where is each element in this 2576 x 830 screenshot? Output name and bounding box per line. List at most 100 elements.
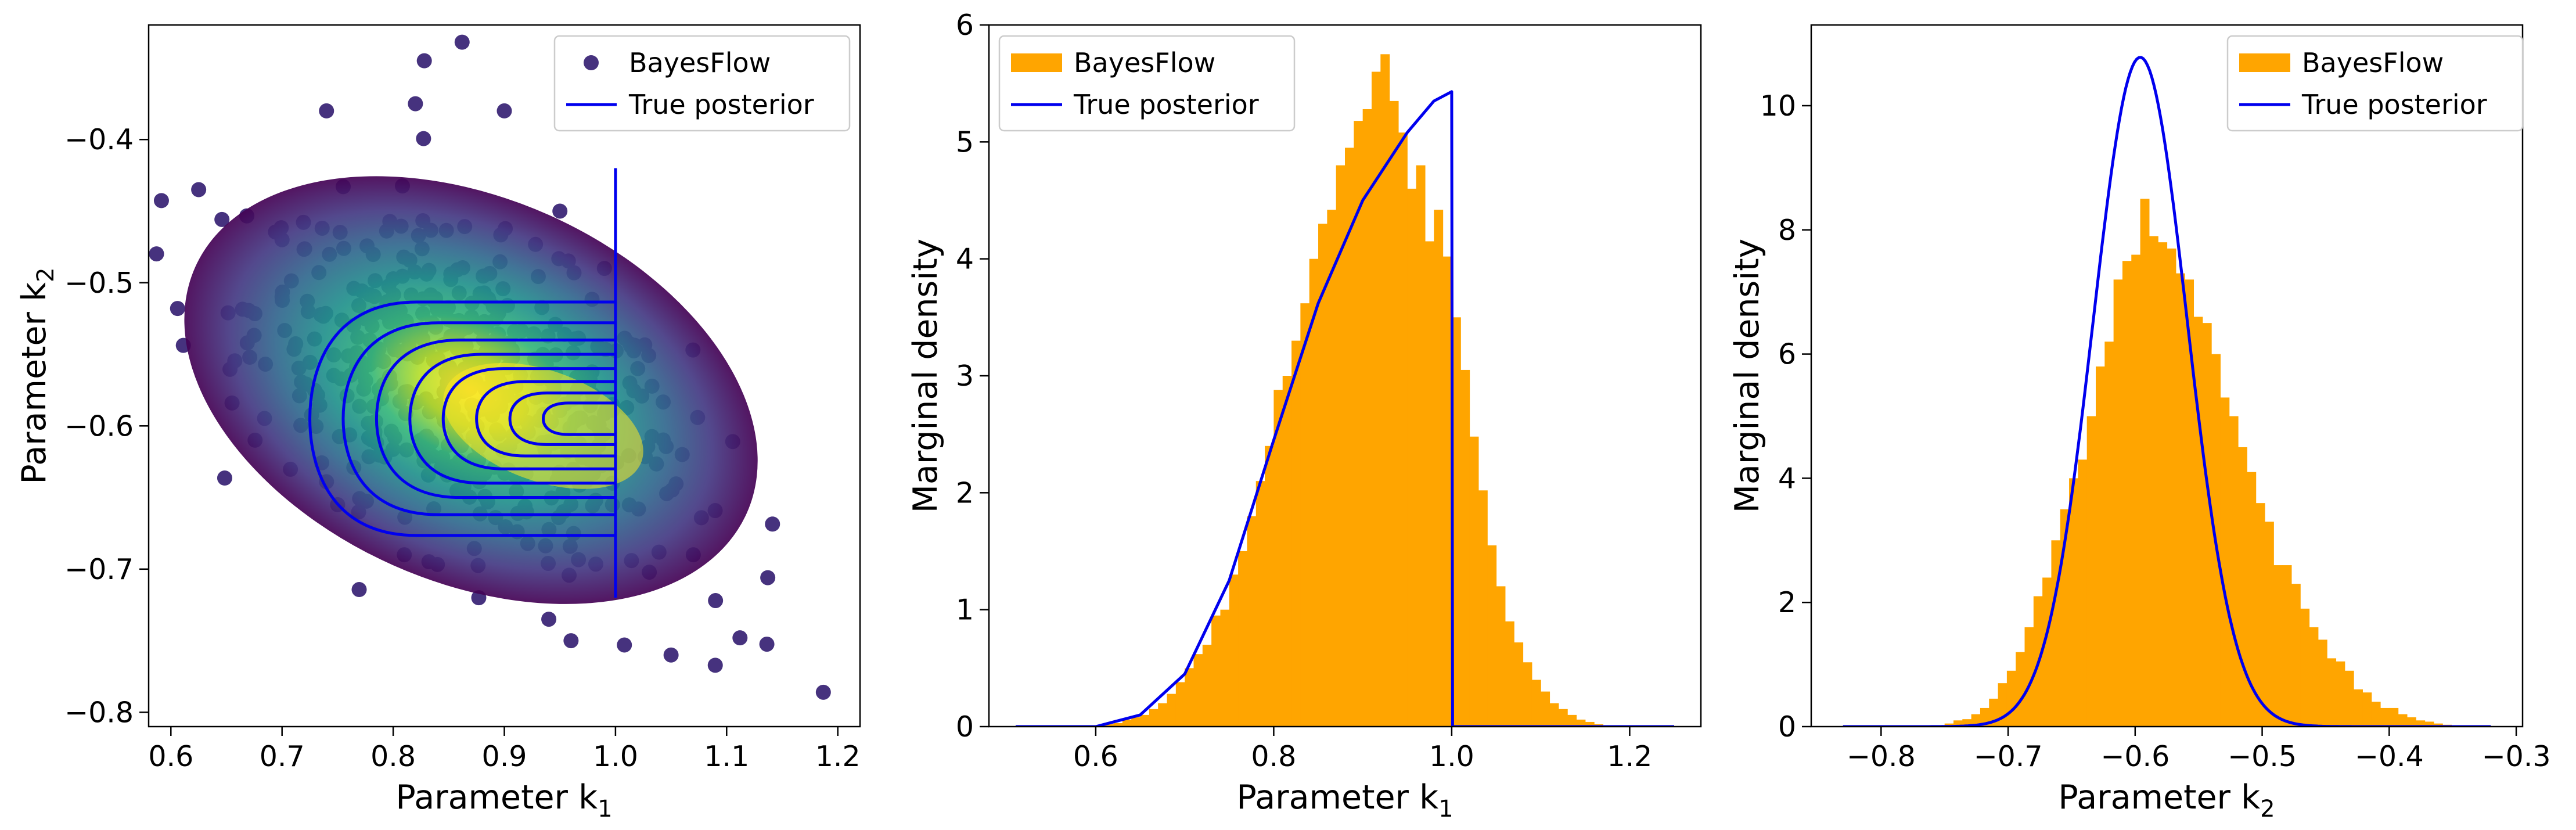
histogram-bar [1576, 719, 1586, 727]
histogram-bar [1549, 703, 1559, 727]
y-tick-label: 0 [956, 710, 974, 743]
histogram-bar [1255, 481, 1265, 727]
histogram-bar [2282, 565, 2292, 727]
scatter-point [732, 630, 748, 646]
legend-marker-bayesflow [584, 55, 599, 70]
legend-box [553, 35, 851, 132]
histogram-bar [2086, 416, 2096, 727]
histogram-bar [1478, 490, 1488, 727]
x-tick-label: 1.0 [593, 740, 638, 773]
scatter-point [563, 633, 579, 649]
y-tick-label: −0.7 [64, 553, 134, 586]
x-axis-label: Parameter k1 [395, 778, 612, 822]
histogram-bar [1291, 340, 1301, 727]
scatter-point [815, 684, 831, 700]
y-ticks: 0 1 2 3 4 5 6 [956, 9, 989, 743]
x-tick-label: 0.6 [148, 740, 193, 773]
histogram-bar [1469, 436, 1479, 727]
histogram-bar [1300, 303, 1310, 727]
true-posterior-contour [375, 338, 616, 500]
true-posterior-contour [475, 380, 616, 458]
histogram-bar [2318, 639, 2327, 727]
histogram-bar [2113, 279, 2123, 727]
y-tick-label: 4 [956, 243, 974, 276]
histogram-bar [2131, 254, 2141, 727]
y-tick-label: 5 [956, 125, 974, 159]
x-tick-label: 1.2 [815, 740, 861, 773]
true-posterior-contour [408, 353, 616, 485]
histogram-bar [1104, 724, 1114, 727]
y-tick-label: 3 [956, 360, 974, 393]
histogram-bar [1193, 654, 1203, 727]
scatter-point [497, 103, 512, 118]
x-tick-label: 0.6 [1073, 740, 1118, 773]
x-axis-label: Parameter k2 [2058, 778, 2275, 822]
histogram-bar [2122, 261, 2132, 727]
histogram-bar [1531, 680, 1541, 727]
scatter-point [617, 637, 632, 653]
histogram-bar [1487, 545, 1497, 727]
x-tick-label: −0.7 [1974, 740, 2043, 773]
histogram-bar [2406, 717, 2416, 727]
x-ticks: 0.6 0.7 0.8 0.9 1.0 1.1 1.2 [148, 727, 861, 773]
y-axis-label: Marginal density [906, 239, 945, 513]
y-tick-label: 2 [956, 476, 974, 509]
legend-label-bayesflow: BayesFlow [1074, 47, 1215, 78]
histogram-bar [2398, 714, 2408, 727]
scatter-point [85, 157, 100, 172]
x-ticks: −0.8 −0.7 −0.6 −0.5 −0.4 −0.3 [1847, 727, 2551, 773]
histogram-bar [1514, 642, 1524, 727]
x-tick-label: −0.3 [2482, 740, 2551, 773]
true-posterior-curve [1016, 90, 1674, 727]
histogram-bar [1185, 668, 1195, 727]
histogram-bar [2336, 661, 2345, 727]
histogram-bar [1247, 516, 1257, 727]
legend-patch-bayesflow [1011, 53, 1062, 72]
scatter-point [707, 657, 723, 673]
histogram-bar [2149, 236, 2158, 727]
histogram-bar [2238, 447, 2247, 727]
histogram-bar [1585, 721, 1595, 727]
histogram-bar [1389, 100, 1399, 727]
legend-label-true-posterior: True posterior [1073, 89, 1259, 120]
histogram-bar [2167, 248, 2176, 727]
true-posterior-contour [441, 367, 616, 470]
histogram-bar [1309, 258, 1319, 727]
legend: BayesFlow True posterior [553, 35, 851, 132]
scatter-panel: 0.6 0.7 0.8 0.9 1.0 1.1 1.2 −0.4−0.5−0.6−0.7−0… [15, 24, 861, 822]
y-axis-label: Marginal density [1728, 239, 1766, 513]
y-tick-label: 8 [1778, 214, 1796, 247]
histogram-bar [2175, 273, 2185, 727]
histogram-bar [1175, 682, 1185, 727]
x-tick-label: 0.8 [370, 740, 416, 773]
histogram-bar [2193, 317, 2203, 727]
x-tick-label: 1.1 [704, 740, 749, 773]
histogram-bar [2291, 584, 2301, 727]
legend-label-bayesflow: BayesFlow [2302, 47, 2444, 78]
histogram-bar [1265, 445, 1274, 727]
histogram-bar [1229, 574, 1239, 727]
true-posterior-contour [341, 321, 616, 516]
scatter-point [765, 516, 780, 532]
histogram-bar [1318, 224, 1327, 727]
histogram-bar [2158, 242, 2168, 727]
histogram-bar [2024, 627, 2034, 727]
histogram-bar [2300, 608, 2310, 727]
x-tick-label: 0.9 [482, 740, 527, 773]
histogram-bar [2202, 323, 2212, 727]
y-ticks: −0.4 −0.5 −0.6 −0.7 −0.8 [64, 123, 149, 729]
histogram-bar [1238, 551, 1248, 727]
x-tick-label: −0.4 [2355, 740, 2424, 773]
y-tick-label: −0.4 [64, 123, 134, 156]
scatter-point [408, 96, 423, 112]
scatter-point [416, 53, 432, 69]
scatter-point [759, 637, 775, 652]
histogram-bar [2273, 565, 2283, 727]
histogram-bar [1273, 390, 1283, 727]
true-posterior-contour [508, 391, 616, 446]
histogram-bar [1371, 71, 1381, 727]
scatter-point [149, 246, 164, 262]
histogram-bar [1558, 709, 1568, 727]
histogram-bar [2185, 279, 2194, 727]
histogram-bar [2327, 658, 2337, 727]
